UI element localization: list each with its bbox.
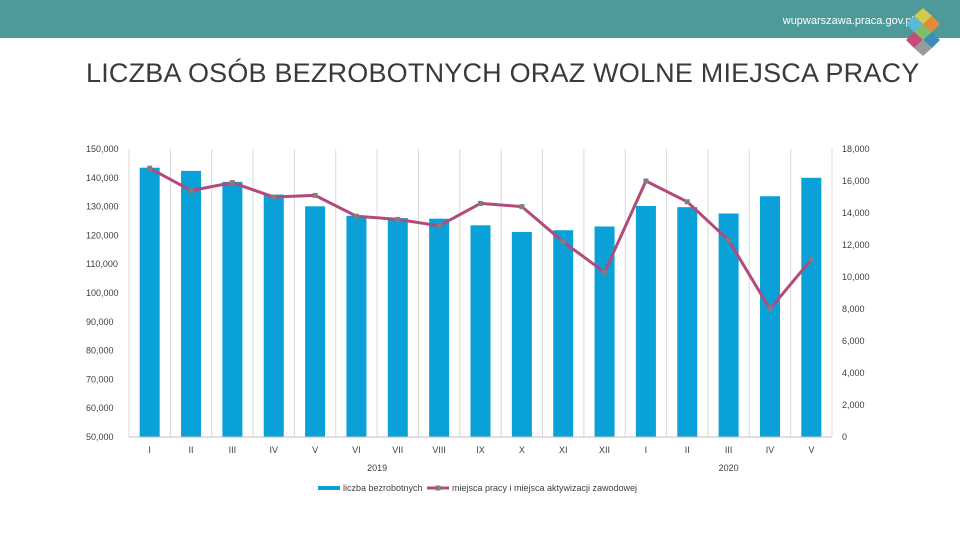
- x-tick-label: VII: [392, 445, 403, 455]
- line-marker: [312, 192, 318, 198]
- x-tick-label: III: [229, 445, 237, 455]
- line-marker: [560, 239, 566, 245]
- y-left-tick-label: 110,000: [86, 259, 118, 269]
- line-marker: [229, 180, 235, 186]
- header-bar: [0, 0, 960, 38]
- bar: [181, 170, 202, 437]
- bar: [635, 206, 656, 437]
- x-tick-label: V: [808, 445, 814, 455]
- y-left-tick-label: 140,000: [86, 173, 119, 183]
- y-left-tick-label: 150,000: [86, 144, 119, 154]
- bar: [429, 218, 450, 437]
- line-marker: [271, 194, 277, 200]
- legend-swatch-bar: [318, 486, 340, 490]
- line-marker: [147, 165, 153, 171]
- bar: [718, 213, 739, 437]
- line-marker: [478, 200, 483, 206]
- x-tick-label: XI: [559, 445, 568, 455]
- y-left-tick-label: 90,000: [86, 317, 114, 327]
- bar: [511, 231, 532, 437]
- y-left-tick-label: 80,000: [86, 346, 114, 356]
- y-right-tick-label: 2,000: [842, 400, 865, 410]
- y-right-tick-label: 10,000: [842, 272, 870, 282]
- bar: [139, 167, 160, 437]
- x-tick-label: IV: [269, 445, 278, 455]
- x-tick-label: II: [189, 445, 194, 455]
- y-right-tick-label: 0: [842, 432, 847, 442]
- y-right-tick-label: 14,000: [842, 208, 870, 218]
- line-marker: [188, 188, 194, 194]
- line-marker: [726, 237, 732, 243]
- bar: [263, 194, 284, 437]
- x-tick-label: IV: [766, 445, 775, 455]
- legend-label: liczba bezrobotnych: [343, 483, 423, 493]
- x-tick-label: I: [645, 445, 648, 455]
- x-tick-label: XII: [599, 445, 610, 455]
- x-tick-label: III: [725, 445, 733, 455]
- y-left-tick-label: 60,000: [86, 403, 114, 413]
- x-tick-label: X: [519, 445, 525, 455]
- line-marker: [436, 223, 442, 229]
- bar: [222, 181, 243, 437]
- bar: [470, 225, 491, 437]
- x-tick-label: II: [685, 445, 690, 455]
- line-marker: [684, 199, 690, 205]
- y-right-tick-label: 16,000: [842, 176, 870, 186]
- y-right-tick-label: 18,000: [842, 144, 870, 154]
- y-right-tick-label: 12,000: [842, 240, 870, 250]
- site-url[interactable]: wupwarszawa.praca.gov.pl: [782, 15, 914, 27]
- y-left-tick-label: 50,000: [86, 432, 114, 442]
- legend-label: miejsca pracy i miejsca aktywizacji zawo…: [452, 483, 637, 493]
- line-marker: [808, 256, 814, 262]
- line-marker: [353, 213, 359, 219]
- x-tick-label: VIII: [432, 445, 446, 455]
- bar: [346, 215, 367, 437]
- x-group-label: 2020: [719, 463, 739, 473]
- x-tick-label: V: [312, 445, 318, 455]
- x-group-label: 2019: [367, 463, 387, 473]
- bar: [677, 207, 698, 437]
- line-marker: [767, 306, 773, 312]
- line-marker: [602, 269, 608, 275]
- bar: [387, 218, 408, 437]
- y-left-tick-label: 70,000: [86, 374, 114, 384]
- x-tick-label: VI: [352, 445, 361, 455]
- y-right-tick-label: 4,000: [842, 368, 865, 378]
- line-marker: [519, 204, 525, 210]
- legend-swatch-marker: [435, 485, 441, 491]
- y-left-tick-label: 130,000: [86, 202, 119, 212]
- logo-icon: [906, 8, 940, 56]
- bar: [759, 196, 780, 437]
- bar: [305, 206, 326, 437]
- bar: [801, 177, 822, 438]
- y-left-tick-label: 120,000: [86, 230, 119, 240]
- y-left-tick-label: 100,000: [86, 288, 119, 298]
- bar: [594, 226, 615, 437]
- line-marker: [643, 178, 649, 184]
- x-tick-label: I: [148, 445, 151, 455]
- y-right-tick-label: 6,000: [842, 336, 865, 346]
- x-tick-label: IX: [476, 445, 485, 455]
- page-title: LICZBA OSÓB BEZROBOTNYCH ORAZ WOLNE MIEJ…: [86, 58, 920, 88]
- line-marker: [395, 216, 401, 222]
- bar: [553, 230, 574, 437]
- y-right-tick-label: 8,000: [842, 304, 865, 314]
